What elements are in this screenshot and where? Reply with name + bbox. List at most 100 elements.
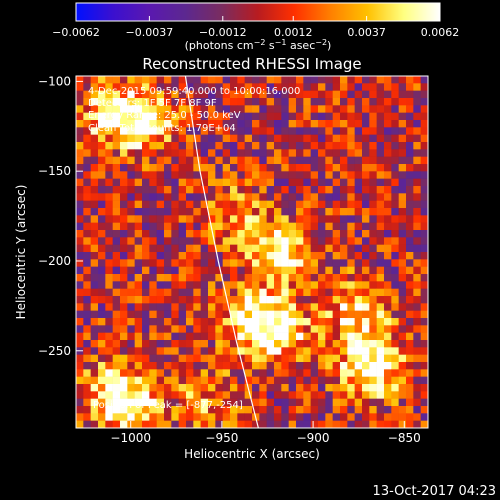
heatmap-cell: [156, 340, 165, 348]
heatmap-cell: [244, 354, 253, 363]
heatmap-cell: [369, 83, 377, 91]
heatmap-cell: [384, 391, 392, 399]
heatmap-cell: [237, 98, 245, 106]
heatmap-cell: [164, 274, 172, 282]
heatmap-cell: [340, 332, 348, 341]
heatmap-cell: [98, 142, 106, 150]
heatmap-cell: [332, 76, 341, 84]
heatmap-cell: [318, 274, 326, 282]
heatmap-cell: [178, 332, 187, 341]
heatmap-cell: [259, 318, 267, 326]
heatmap-cell: [274, 266, 282, 275]
heatmap-cell: [149, 296, 157, 304]
heatmap-cell: [230, 193, 238, 201]
heatmap-cell: [332, 120, 341, 128]
heatmap-cell: [391, 398, 399, 407]
heatmap-cell: [281, 332, 289, 341]
heatmap-cell: [310, 112, 319, 121]
heatmap-cell: [105, 376, 113, 385]
heatmap-cell: [420, 83, 428, 91]
heatmap-cell: [318, 296, 326, 304]
heatmap-cell: [98, 310, 106, 319]
heatmap-cell: [90, 156, 99, 165]
heatmap-cell: [420, 142, 428, 150]
heatmap-cell: [325, 347, 333, 355]
heatmap-cell: [288, 76, 297, 84]
heatmap-cell: [127, 178, 135, 187]
heatmap-cell: [127, 90, 135, 99]
heatmap-cell: [186, 112, 194, 121]
heatmap-cell: [296, 281, 304, 289]
heatmap-cell: [398, 193, 407, 201]
heatmap-cell: [391, 406, 399, 414]
heatmap-cell: [420, 208, 428, 216]
heatmap-cell: [171, 76, 179, 84]
heatmap-cell: [200, 112, 209, 121]
heatmap-cell: [296, 376, 304, 385]
heatmap-cell: [134, 186, 143, 194]
heatmap-cell: [354, 215, 363, 223]
heatmap-cell: [134, 120, 143, 128]
heatmap-cell: [178, 76, 187, 84]
heatmap-cell: [266, 252, 275, 260]
y-axis-ticks: −100−150−200−250: [38, 74, 83, 358]
heatmap-cell: [171, 332, 179, 341]
heatmap-cell: [178, 127, 187, 135]
heatmap-cell: [127, 406, 135, 414]
heatmap-cell: [215, 420, 223, 428]
heatmap-cell: [200, 237, 209, 245]
heatmap-cell: [340, 200, 348, 209]
heatmap-cell: [83, 406, 91, 414]
heatmap-cell: [259, 384, 267, 392]
heatmap-cell: [186, 281, 194, 289]
heatmap-cell: [90, 406, 99, 414]
heatmap-cell: [237, 112, 245, 121]
heatmap-cell: [186, 142, 194, 150]
heatmap-cell: [384, 222, 392, 231]
heatmap-cell: [222, 112, 231, 121]
heatmap-cell: [208, 332, 216, 341]
heatmap-cell: [142, 413, 150, 421]
heatmap-cell: [274, 244, 282, 253]
heatmap-cell: [178, 288, 187, 297]
heatmap-cell: [274, 208, 282, 216]
heatmap-cell: [105, 171, 113, 179]
heatmap-cell: [244, 112, 253, 121]
heatmap-cell: [156, 105, 165, 113]
heatmap-cell: [186, 413, 194, 421]
heatmap-cell: [142, 391, 150, 399]
heatmap-cell: [303, 303, 311, 311]
heatmap-cell: [413, 281, 421, 289]
heatmap-cell: [149, 200, 157, 209]
heatmap-cell: [222, 384, 231, 392]
heatmap-cell: [252, 90, 260, 99]
heatmap-cell: [120, 120, 128, 128]
heatmap-cell: [325, 164, 333, 172]
heatmap-cell: [178, 318, 187, 326]
heatmap-cell: [200, 296, 209, 304]
heatmap-cell: [288, 222, 297, 231]
heatmap-cell: [215, 288, 223, 297]
heatmap-cell: [391, 142, 399, 150]
heatmap-cell: [120, 384, 128, 392]
heatmap-cell: [252, 376, 260, 385]
heatmap-cell: [127, 112, 135, 121]
heatmap-cell: [274, 149, 282, 157]
heatmap-cell: [362, 281, 370, 289]
heatmap-cell: [193, 112, 201, 121]
heatmap-cell: [398, 149, 407, 157]
heatmap-cell: [384, 208, 392, 216]
heatmap-cell: [398, 376, 407, 385]
heatmap-cell: [105, 112, 113, 121]
heatmap-cell: [149, 178, 157, 187]
heatmap-cell: [406, 120, 414, 128]
heatmap-cell: [369, 384, 377, 392]
heatmap-cell: [369, 164, 377, 172]
heatmap-cell: [413, 164, 421, 172]
heatmap-cell: [200, 127, 209, 135]
heatmap-cell: [376, 391, 385, 399]
heatmap-cell: [83, 369, 91, 377]
heatmap-cell: [332, 318, 341, 326]
heatmap-cell: [325, 369, 333, 377]
heatmap-cell: [266, 384, 275, 392]
